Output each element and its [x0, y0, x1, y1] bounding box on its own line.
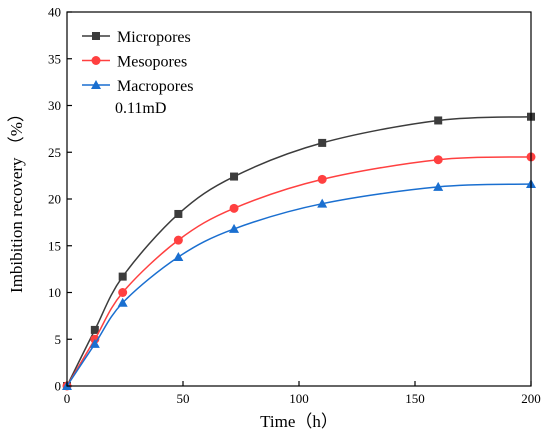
x-tick-label: 0 — [64, 391, 71, 406]
series-mesopores — [62, 152, 536, 391]
data-point — [318, 138, 327, 147]
legend: Micropores Mesopores Macropores — [82, 29, 193, 95]
y-tick-label: 25 — [48, 145, 61, 160]
data-point — [174, 209, 183, 218]
legend-label: Macropores — [117, 78, 193, 95]
legend-item: Macropores — [82, 78, 193, 95]
x-tick-label: 100 — [289, 391, 309, 406]
y-tick-label: 40 — [48, 5, 61, 20]
data-point — [317, 198, 328, 208]
x-tick-label: 50 — [177, 391, 190, 406]
x-axis-title: Time（h） — [260, 412, 338, 431]
legend-item: Mesopores — [82, 54, 187, 71]
y-tick-label: 15 — [48, 238, 61, 253]
ticks-layer: 0 50 100 150 200 0 5 10 15 20 25 30 35 40 — [48, 5, 541, 407]
permeability-annotation: 0.11mD — [115, 100, 166, 117]
data-point — [317, 174, 327, 184]
y-tick-label: 5 — [55, 332, 62, 347]
legend-marker — [91, 56, 101, 65]
series-macropores — [62, 179, 536, 390]
data-point — [229, 223, 240, 233]
series-line — [66, 115, 532, 387]
data-point — [118, 272, 127, 281]
legend-item: Micropores — [82, 29, 191, 46]
data-point — [434, 116, 443, 125]
data-point — [433, 155, 443, 165]
x-tick-label: 150 — [405, 391, 425, 406]
y-tick-label: 0 — [55, 379, 62, 394]
y-tick-label: 30 — [48, 98, 61, 113]
data-point — [117, 297, 128, 307]
y-axis-title: Imbibition recovery （%） — [7, 105, 26, 293]
data-point — [89, 338, 100, 348]
legend-label: Micropores — [117, 29, 191, 46]
data-point — [118, 288, 128, 297]
data-point — [173, 235, 183, 245]
series-line — [66, 156, 532, 387]
x-tick-label: 200 — [521, 391, 541, 406]
data-point — [90, 325, 99, 334]
y-tick-label: 20 — [48, 192, 61, 207]
y-tick-label: 35 — [48, 51, 61, 66]
data-point — [173, 251, 184, 261]
legend-label: Mesopores — [117, 54, 187, 71]
legend-marker — [92, 32, 100, 40]
legend-marker — [91, 80, 101, 89]
data-point — [230, 172, 239, 181]
data-point — [433, 181, 444, 191]
y-tick-label: 10 — [48, 285, 61, 300]
series-micropores — [63, 112, 535, 390]
data-point — [229, 203, 239, 213]
series-layer — [62, 112, 536, 391]
series-line — [66, 183, 532, 387]
